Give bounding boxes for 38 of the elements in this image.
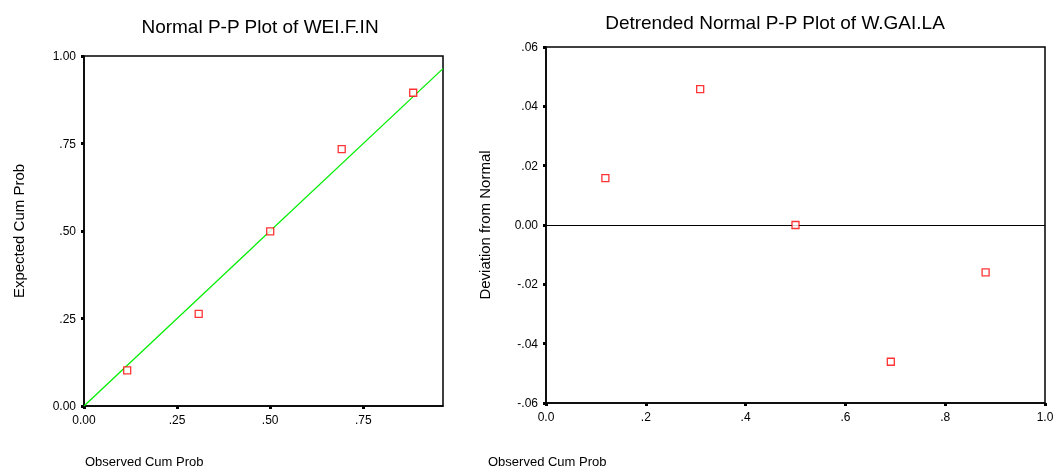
x-tick-label: .2 <box>640 410 652 424</box>
point <box>601 173 610 183</box>
y-tick-label: .25 <box>59 311 77 326</box>
y-tick-label: -.06 <box>517 396 539 410</box>
point <box>981 268 990 277</box>
x-tick-label: 0.00 <box>72 413 96 427</box>
x-tick-label: .4 <box>740 410 751 424</box>
y-tick-label: 0.00 <box>52 399 77 413</box>
y-tick-label: -.02 <box>517 277 539 292</box>
y-tick-label: .50 <box>59 224 77 238</box>
x-tick-label: .8 <box>940 410 951 424</box>
y-tick-label: 1.00 <box>52 49 77 63</box>
y-tick-label: -.04 <box>517 336 539 351</box>
y-tick-label: .75 <box>59 136 77 151</box>
point <box>696 84 705 94</box>
point <box>791 220 800 230</box>
point <box>194 309 203 319</box>
x-tick-label: .6 <box>840 410 851 424</box>
x-axis-title: Observed Cum Prob <box>85 454 204 469</box>
x-tick-label: .50 <box>261 413 279 427</box>
x-axis-title: Observed Cum Prob <box>488 454 607 469</box>
point <box>886 357 895 366</box>
x-tick-label: 1.0 <box>1036 410 1054 424</box>
x-tick-label: .25 <box>168 413 186 427</box>
y-tick-label: .02 <box>521 158 539 173</box>
chart-title: Detrended Normal P-P Plot of W.GAI.LA <box>605 12 946 33</box>
y-tick-label: 0.00 <box>514 218 539 232</box>
y-axis-title: Deviation from Normal <box>476 150 493 300</box>
chart-title: Normal P-P Plot of WEI.F.IN <box>141 16 379 37</box>
y-tick-label: .04 <box>521 99 539 114</box>
y-tick-label: .06 <box>521 40 539 54</box>
point <box>123 366 132 375</box>
x-tick-label: 0.0 <box>537 410 555 424</box>
point <box>266 227 275 236</box>
x-tick-label: .75 <box>354 413 372 427</box>
y-axis-title: Expected Cum Prob <box>10 163 27 299</box>
point <box>337 144 346 154</box>
point <box>409 88 418 97</box>
